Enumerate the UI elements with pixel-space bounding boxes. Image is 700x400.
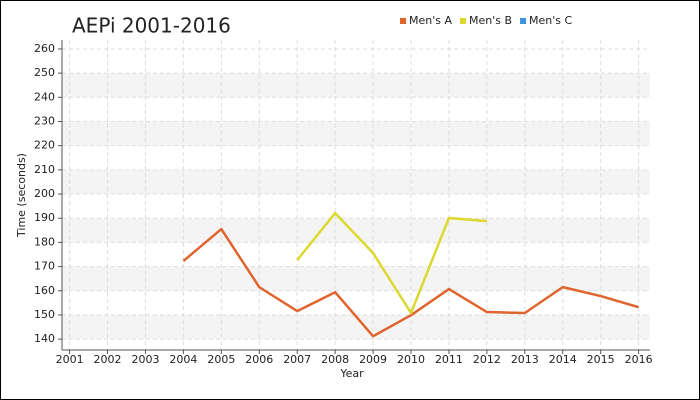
y-tick-label: 170 (34, 260, 55, 273)
x-tick-label: 2007 (283, 353, 311, 366)
legend-swatch (400, 18, 406, 24)
legend-label: Men's C (529, 14, 572, 27)
grid-band (62, 266, 650, 291)
x-tick-label: 2005 (207, 353, 235, 366)
y-tick-label: 240 (34, 90, 55, 103)
x-tick-label: 2015 (587, 353, 615, 366)
series-line (182, 227, 639, 338)
y-tick-label: 230 (34, 114, 55, 127)
y-tick-label: 200 (34, 187, 55, 200)
y-tick-label: 220 (34, 139, 55, 152)
legend-label: Men's A (409, 14, 452, 27)
grid-band (62, 218, 650, 243)
grid-band (62, 121, 650, 146)
x-tick-label: 2013 (511, 353, 539, 366)
y-tick-label: 260 (34, 42, 55, 55)
y-tick-label: 160 (34, 284, 55, 297)
y-tick-label: 210 (34, 163, 55, 176)
x-axis-label: Year (339, 367, 364, 380)
x-tick-label: 2016 (625, 353, 653, 366)
series-line (296, 211, 487, 315)
x-tick-label: 2008 (321, 353, 349, 366)
legend-swatch (520, 18, 527, 24)
x-tick-label: 2011 (435, 353, 463, 366)
y-axis-label: Time (seconds) (15, 153, 28, 238)
y-tick-label: 150 (34, 308, 55, 321)
x-tick-label: 2006 (245, 353, 273, 366)
x-tick-label: 2001 (56, 353, 84, 366)
x-tick-label: 2003 (131, 353, 159, 366)
x-tick-label: 2014 (549, 353, 577, 366)
grid-band (62, 73, 650, 98)
x-tick-label: 2004 (169, 353, 197, 366)
x-tick-label: 2010 (397, 353, 425, 366)
y-tick-label: 250 (34, 66, 55, 79)
chart-title: AEPi 2001-2016 (72, 14, 231, 38)
y-tick-label: 190 (34, 211, 55, 224)
x-tick-label: 2012 (473, 353, 501, 366)
x-tick-label: 2009 (359, 353, 387, 366)
y-tick-label: 140 (34, 332, 55, 345)
grid-band (62, 169, 650, 195)
legend-label: Men's B (469, 14, 512, 27)
x-tick-label: 2002 (94, 353, 122, 366)
y-tick-label: 180 (34, 235, 55, 248)
grid-band (62, 314, 650, 340)
legend-swatch (460, 18, 467, 24)
